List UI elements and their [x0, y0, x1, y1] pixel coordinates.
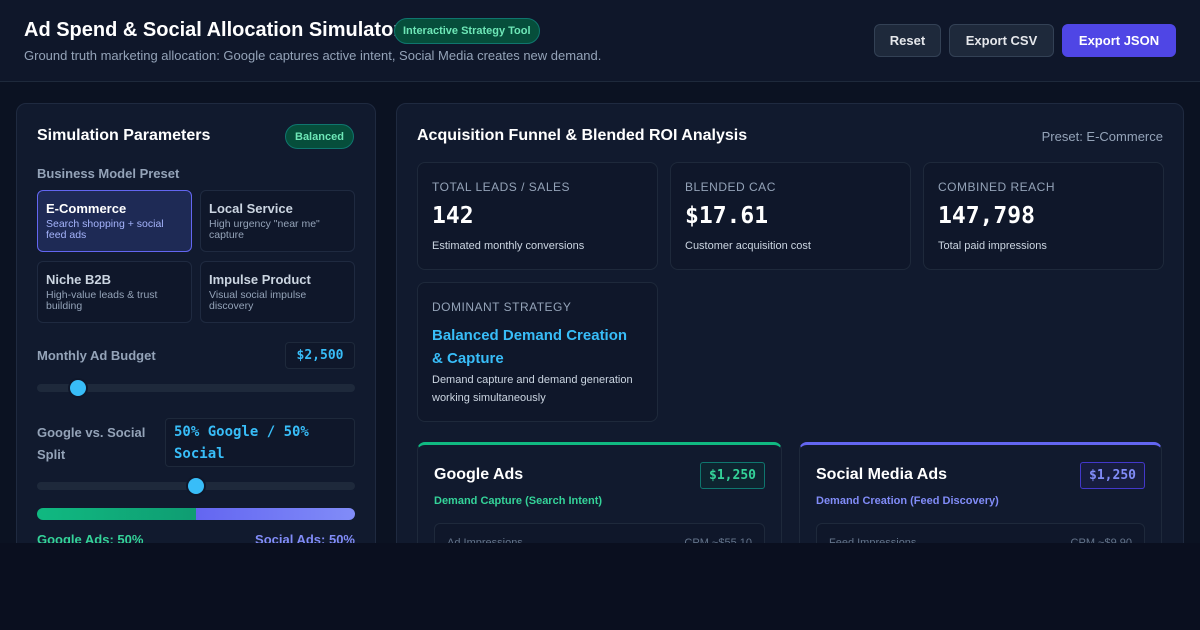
- budget-slider[interactable]: [37, 384, 355, 392]
- social-share: Social Ads: 50%: [255, 532, 355, 543]
- header: Ad Spend & Social Allocation Simulator I…: [0, 0, 1200, 82]
- preset-card[interactable]: Impulse Product Visual social impulse dis…: [200, 261, 355, 323]
- metric-card: COMBINED REACH 147,798 Total paid impressi…: [923, 162, 1164, 270]
- google-share: Google Ads: 50%: [37, 532, 144, 543]
- preset-card[interactable]: Niche B2B High-value leads & trust buildi…: [37, 261, 192, 323]
- preset-indicator: Preset: E-Commerce: [1041, 129, 1163, 144]
- preset-name: Niche B2B: [46, 272, 112, 287]
- preset-name: Impulse Product: [209, 272, 311, 287]
- preset-name: Local Service: [209, 201, 293, 216]
- badge: Interactive Strategy Tool: [394, 18, 540, 44]
- preset-label: Business Model Preset: [37, 166, 180, 181]
- preset-desc: Visual social impulse discovery: [209, 289, 307, 312]
- stat-label: Ad Impressions: [447, 537, 523, 543]
- reset-button[interactable]: Reset: [874, 24, 941, 57]
- preset-card[interactable]: E-Commerce Search shopping + social feed …: [37, 190, 192, 252]
- metric-card: BLENDED CAC $17.61 Customer acquisition co…: [670, 162, 911, 270]
- preset-card[interactable]: Local Service High urgency "near me" capt…: [200, 190, 355, 252]
- channel-stat-row: Ad Impressions CPM ~$55.10: [434, 523, 765, 543]
- budget-label: Monthly Ad Budget: [37, 348, 156, 363]
- metric-card: TOTAL LEADS / SALES 142 Estimated monthly …: [417, 162, 658, 270]
- metric-note: Total paid impressions: [938, 240, 1047, 252]
- metric-note: Customer acquisition cost: [685, 240, 811, 252]
- channel-amount: $1,250: [700, 462, 765, 489]
- preset-desc: Search shopping + social feed ads: [46, 218, 164, 241]
- channel-stat-row: Feed Impressions CPM ~$9.90: [816, 523, 1145, 543]
- analysis-title: Acquisition Funnel & Blended ROI Analysi…: [417, 127, 748, 144]
- channel-name: Social Media Ads: [816, 466, 947, 483]
- metric-value: 147,798: [938, 203, 1035, 229]
- strategy-label: DOMINANT STRATEGY: [432, 300, 572, 314]
- stat-label: Feed Impressions: [829, 537, 917, 543]
- channel-subtitle: Demand Creation (Feed Discovery): [816, 495, 999, 507]
- split-bar: [37, 508, 355, 520]
- strategy-card: DOMINANT STRATEGY Balanced Demand Creati…: [417, 282, 658, 422]
- app-title: Ad Spend & Social Allocation Simulator: [24, 19, 402, 41]
- preset-desc: High-value leads & trust building: [46, 289, 158, 312]
- split-slider-thumb[interactable]: [186, 476, 206, 496]
- channel-card: Social Media Ads $1,250 Demand Creation (F…: [799, 442, 1162, 543]
- budget-value: $2,500: [285, 342, 355, 369]
- panel-title: Simulation Parameters: [37, 127, 211, 144]
- preset-name: E-Commerce: [46, 201, 127, 216]
- stat-value: CPM ~$9.90: [1070, 537, 1132, 543]
- mode-badge: Balanced: [285, 124, 354, 149]
- budget-slider-thumb[interactable]: [68, 378, 88, 398]
- preset-desc: High urgency "near me" capture: [209, 218, 320, 241]
- parameters-panel: Simulation Parameters Balanced Business …: [16, 103, 376, 543]
- metric-label: BLENDED CAC: [685, 180, 776, 194]
- metric-note: Estimated monthly conversions: [432, 240, 585, 252]
- subtitle: Ground truth marketing allocation: Googl…: [24, 48, 602, 63]
- viewport: Ad Spend & Social Allocation Simulator I…: [0, 0, 1200, 543]
- metric-value: 142: [432, 203, 474, 229]
- metric-value: $17.61: [685, 203, 769, 229]
- channel-card: Google Ads $1,250 Demand Capture (Search I…: [417, 442, 782, 543]
- strategy-note: Demand capture and demand generation wor…: [432, 374, 633, 404]
- channel-name: Google Ads: [434, 466, 524, 483]
- split-value: 50% Google / 50% Social: [165, 418, 355, 467]
- channel-amount: $1,250: [1080, 462, 1145, 489]
- strategy-title: Balanced Demand Creation & Capture: [432, 327, 628, 367]
- analysis-panel: Acquisition Funnel & Blended ROI Analysi…: [396, 103, 1184, 543]
- export-csv-button[interactable]: Export CSV: [949, 24, 1054, 57]
- stat-value: CPM ~$55.10: [684, 537, 752, 543]
- split-label: Google vs. Social Split: [37, 425, 146, 462]
- metric-label: COMBINED REACH: [938, 180, 1056, 194]
- metric-label: TOTAL LEADS / SALES: [432, 180, 570, 194]
- channel-subtitle: Demand Capture (Search Intent): [434, 495, 603, 507]
- export-json-button[interactable]: Export JSON: [1062, 24, 1176, 57]
